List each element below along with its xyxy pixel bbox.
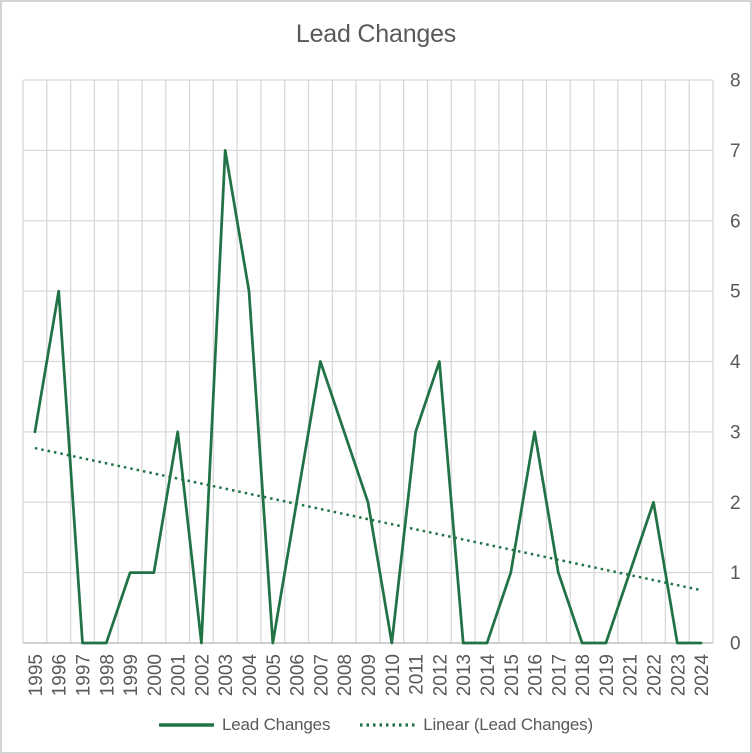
gridlines — [22, 79, 714, 643]
x-tick-label: 2002 — [192, 654, 213, 696]
x-tick-label: 1995 — [26, 654, 47, 696]
x-tick-label: 2011 — [407, 654, 428, 695]
y-tick-label: 8 — [730, 71, 741, 92]
x-tick-label: 2016 — [526, 654, 547, 696]
legend-label-lead-changes: Lead Changes — [222, 715, 331, 734]
y-tick-label: 0 — [730, 634, 741, 655]
y-tick-label: 3 — [730, 422, 741, 443]
y-tick-label: 7 — [730, 141, 741, 162]
trendline-linear — [34, 446, 702, 592]
legend-item-linear-trend[interactable]: Linear (Lead Changes) — [360, 715, 593, 735]
x-tick-label: 2008 — [335, 654, 356, 696]
y-tick-label: 6 — [730, 211, 741, 232]
y-tick-label: 5 — [730, 282, 741, 303]
x-tick-label: 2006 — [288, 654, 309, 696]
x-tick-label: 2012 — [430, 654, 451, 696]
x-tick-label: 2009 — [359, 654, 380, 696]
x-tick-label: 1996 — [50, 654, 71, 696]
x-tick-label: 2000 — [145, 654, 166, 696]
legend-item-lead-changes[interactable]: Lead Changes — [159, 715, 330, 735]
x-tick-label: 1997 — [74, 654, 95, 696]
x-tick-label: 1999 — [121, 654, 142, 696]
solid-line-swatch-icon — [159, 721, 215, 729]
x-tick-label: 2024 — [692, 654, 713, 697]
y-tick-label: 2 — [730, 493, 741, 514]
legend: Lead Changes Linear (Lead Changes) — [2, 713, 750, 737]
y-tick-label: 4 — [730, 352, 741, 373]
x-tick-label: 2021 — [621, 654, 642, 696]
x-tick-label: 2007 — [311, 654, 332, 696]
x-tick-label: 2005 — [264, 654, 285, 696]
x-axis-labels: 1995 1996 1997 1998 1999 2000 2001 2002 2003 2004… — [26, 654, 713, 697]
x-tick-label: 1998 — [97, 654, 118, 696]
x-tick-label: 2015 — [502, 654, 523, 696]
x-tick-label: 2004 — [240, 654, 261, 697]
y-axis-labels: 0 1 2 3 4 5 6 7 8 — [730, 71, 741, 655]
series-line-lead-changes — [33, 149, 703, 645]
x-tick-label: 2003 — [216, 654, 237, 696]
x-tick-label: 2023 — [668, 654, 689, 696]
x-tick-label: 2017 — [549, 654, 570, 696]
x-tick-label: 2022 — [645, 654, 666, 696]
y-tick-label: 1 — [730, 563, 741, 584]
x-tick-label: 2014 — [478, 654, 499, 697]
legend-label-linear-trend: Linear (Lead Changes) — [423, 715, 593, 734]
x-tick-label: 2010 — [383, 654, 404, 696]
dotted-line-swatch-icon — [360, 721, 416, 729]
x-tick-label: 2018 — [573, 654, 594, 696]
x-tick-label: 2001 — [169, 654, 190, 696]
chart-title: Lead Changes — [295, 20, 457, 48]
x-tick-label: 2013 — [454, 654, 475, 696]
x-tick-label: 2019 — [597, 654, 618, 696]
